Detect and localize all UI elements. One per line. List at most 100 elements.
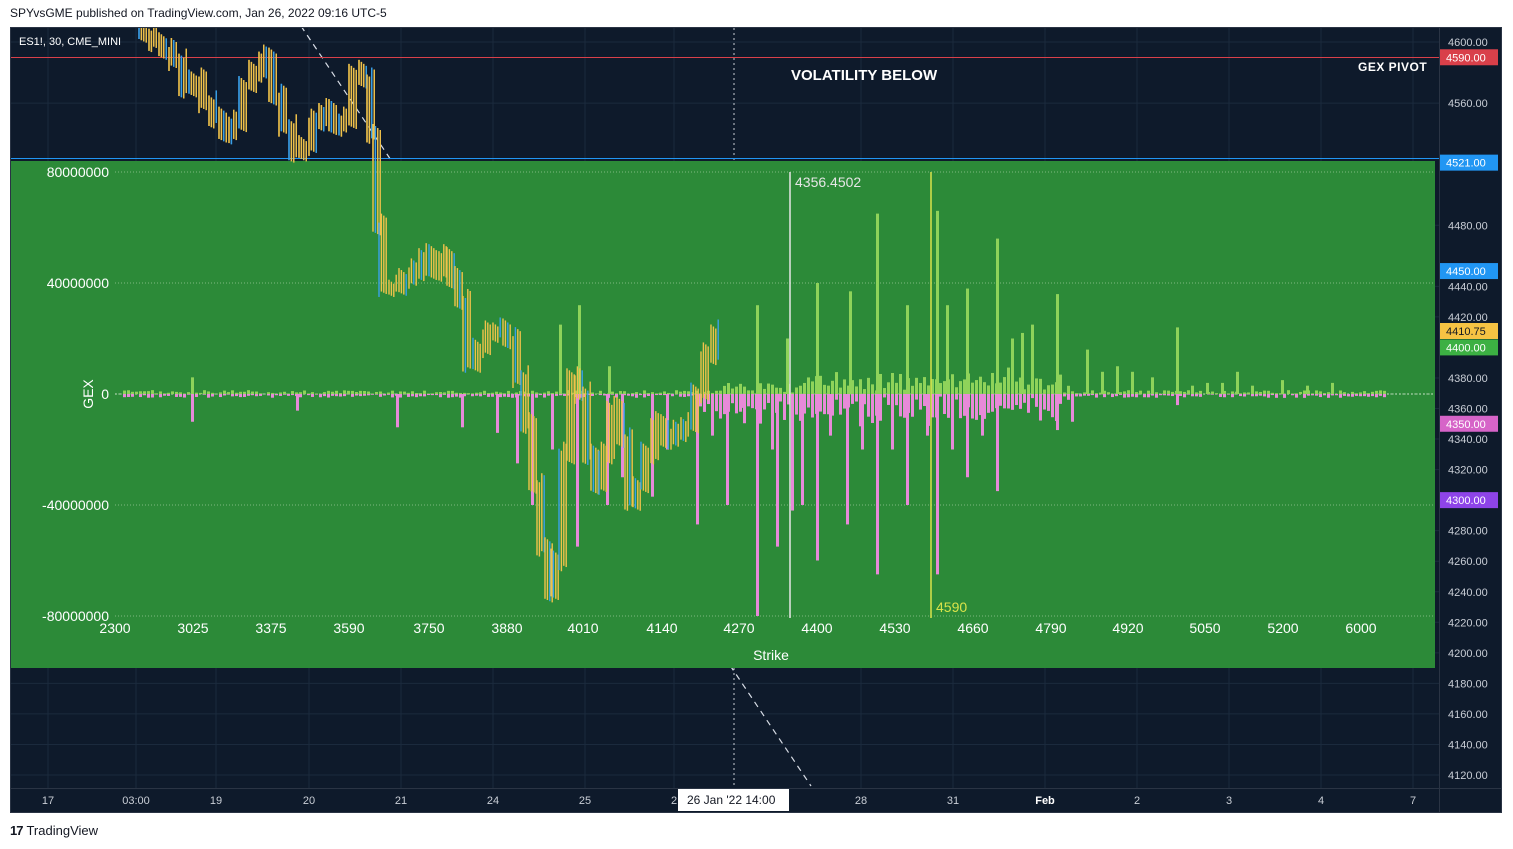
gex-bar-negative <box>963 394 966 416</box>
gex-bar-negative <box>711 394 714 436</box>
price-axis[interactable]: 4600.00 4560.00 4480.00 4440.00 4420.00 4380.… <box>1439 37 1498 782</box>
gex-bar-negative <box>855 394 858 402</box>
gex-bar-positive <box>139 391 142 394</box>
gex-bar-negative <box>1219 394 1222 397</box>
gex-bar-negative <box>763 394 766 410</box>
gex-bar-positive <box>1363 391 1366 394</box>
gex-bar-positive <box>679 391 682 394</box>
gex-bar-positive <box>279 392 282 394</box>
gex-bar-positive <box>791 392 794 394</box>
gex-bar-negative <box>1047 394 1050 411</box>
gex-bar-positive <box>807 377 810 394</box>
gex-bar-positive <box>415 392 418 394</box>
price-badge-4410.75: 4410.75 <box>1439 323 1498 340</box>
gex-bar-positive <box>871 384 874 394</box>
gex-bar-positive <box>703 391 706 394</box>
gex-bar-negative <box>407 394 410 397</box>
gex-bar-negative <box>1307 394 1310 396</box>
gex-bar-positive <box>1323 393 1326 394</box>
gex-x-tick-label: 4400 <box>801 620 832 636</box>
gex-bar-positive <box>1319 391 1322 394</box>
gex-bar-negative <box>671 394 674 397</box>
gex-bar-positive <box>683 390 686 394</box>
gex-bar-negative <box>1319 394 1322 398</box>
gex-bar-negative <box>1147 394 1150 398</box>
gex-bar-negative <box>327 394 330 398</box>
gex-bar-negative <box>943 394 946 414</box>
gex-bar-positive <box>191 377 194 394</box>
gex-bar-positive <box>443 392 446 394</box>
gex-bar-positive <box>347 390 350 394</box>
time-tick-label: 2 <box>1134 795 1140 807</box>
price-badge-bg <box>1439 263 1498 280</box>
gex-x-tick-label: 3375 <box>255 620 286 636</box>
gex-bar-positive <box>1023 389 1026 394</box>
gex-bar-negative <box>439 394 442 398</box>
time-tick-label: 2 <box>671 795 677 807</box>
gex-bar-negative <box>683 394 686 397</box>
gex-bar-positive <box>479 392 482 394</box>
gex-bar-negative <box>399 394 402 398</box>
gex-bar-positive <box>135 391 138 394</box>
gex-bar-positive <box>1183 391 1186 394</box>
gex-bar-negative <box>1019 394 1022 409</box>
gex-bar-negative <box>1367 394 1370 397</box>
gex-bar-positive <box>715 390 718 394</box>
gex-bar-positive <box>583 392 586 394</box>
time-tick-label: 03:00 <box>122 795 150 807</box>
gex-bar-positive <box>1221 382 1224 394</box>
gex-bar-negative <box>643 394 646 398</box>
time-tick-label: 4 <box>1318 795 1324 807</box>
gex-bar-negative <box>159 394 162 398</box>
gex-bar-negative <box>876 394 879 575</box>
gex-bar-negative <box>801 394 804 505</box>
gex-bar-negative <box>1075 394 1078 397</box>
time-axis[interactable]: 17 03:00 19 20 21 24 25 2 28 31 Feb 2 3 4 7 <box>42 795 1416 807</box>
gex-bar-positive <box>467 393 470 394</box>
gex-bar-negative <box>999 394 1002 406</box>
gex-bar-negative <box>1007 394 1010 409</box>
gex-bar-positive <box>1043 389 1046 394</box>
gex-bar-negative <box>271 394 274 398</box>
chart-frame[interactable]: 80000000 40000000 0 -40000000 -80000000 2300 3… <box>10 21 1502 813</box>
gex-bar-positive <box>291 391 294 394</box>
gex-bar-positive <box>851 380 854 394</box>
gex-bar-negative <box>423 394 426 397</box>
gex-bar-negative <box>275 394 278 396</box>
gex-bar-positive <box>227 392 230 394</box>
gex-bar-positive <box>615 393 618 394</box>
gex-bar-negative <box>1199 394 1202 397</box>
gex-bar-positive <box>911 385 914 394</box>
gex-bar-positive <box>127 390 130 394</box>
gex-bar-positive <box>327 390 330 394</box>
gex-bar-negative <box>799 394 802 421</box>
gex-bar-positive <box>203 390 206 394</box>
price-badge-bg <box>1439 323 1498 340</box>
gex-bar-positive <box>251 391 254 394</box>
gex-bar-negative <box>155 394 158 395</box>
gex-bar-negative <box>966 394 969 478</box>
gex-bar-positive <box>827 385 830 394</box>
price-badge-label: 4350.00 <box>1446 419 1486 431</box>
gex-bar-positive <box>1211 391 1214 394</box>
gex-bar-negative <box>387 394 390 395</box>
gex-bar-negative <box>719 394 722 419</box>
gex-bar-positive <box>163 393 166 394</box>
gex-bar-negative <box>1315 394 1318 396</box>
gex-bar-negative <box>795 394 798 415</box>
gex-bar-positive <box>355 392 358 394</box>
price-tick-label: 4140.00 <box>1448 739 1488 751</box>
gex-bar-negative <box>1251 394 1254 397</box>
gex-bar-negative <box>983 394 986 419</box>
gex-bar-positive <box>631 393 634 394</box>
gex-bar-negative <box>723 394 726 415</box>
gex-bar-positive <box>867 377 870 394</box>
gex-bar-negative <box>163 394 166 396</box>
gex-bar-negative <box>979 394 982 416</box>
gex-bar-positive <box>966 288 969 394</box>
gex-bar-negative <box>1331 394 1334 396</box>
gex-pivot-label: GEX PIVOT <box>1358 60 1427 74</box>
gex-bar-positive <box>879 373 882 394</box>
footer-brand[interactable]: 17 TradingView <box>10 823 98 838</box>
